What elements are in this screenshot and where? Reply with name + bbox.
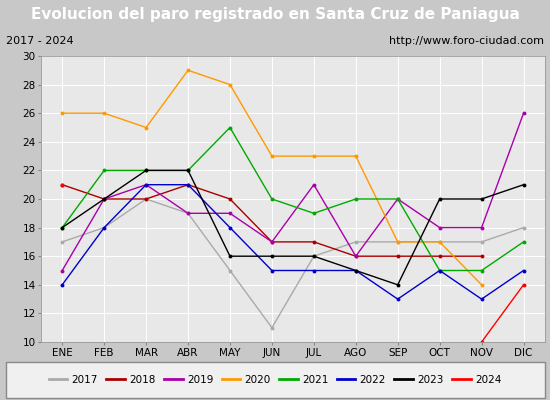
FancyBboxPatch shape [6,362,544,398]
Text: 2017 - 2024: 2017 - 2024 [6,36,73,46]
Text: Evolucion del paro registrado en Santa Cruz de Paniagua: Evolucion del paro registrado en Santa C… [31,8,519,22]
Text: http://www.foro-ciudad.com: http://www.foro-ciudad.com [389,36,544,46]
Legend: 2017, 2018, 2019, 2020, 2021, 2022, 2023, 2024: 2017, 2018, 2019, 2020, 2021, 2022, 2023… [45,371,505,389]
